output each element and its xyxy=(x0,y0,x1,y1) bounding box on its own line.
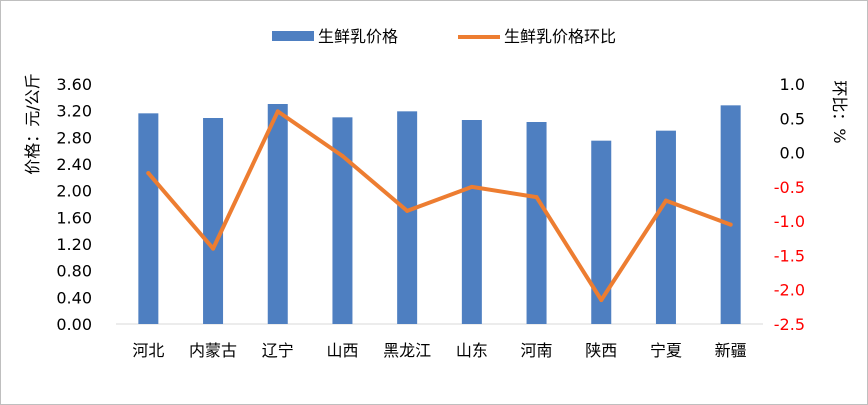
line-point xyxy=(405,208,410,213)
y-left-tick-label: 1.20 xyxy=(56,235,92,254)
y-left-tick-label: 0.80 xyxy=(56,262,92,281)
line-point xyxy=(728,222,733,227)
x-tick-label: 内蒙古 xyxy=(189,341,237,360)
y-right-tick-label: -2.5 xyxy=(774,315,805,334)
y-left-tick-label: 3.60 xyxy=(56,75,92,94)
y-axis-left-ticks: 0.00 0.40 0.80 1.20 1.60 2.00 2.40 2.80 3.20 3.60 xyxy=(56,75,92,334)
line-point xyxy=(146,171,151,176)
bar xyxy=(461,120,482,324)
x-axis-ticks: 河北 内蒙古 辽宁 山西 黑龙江 山东 河南 陕西 宁夏 新疆 xyxy=(132,341,746,360)
y-right-tick-label: 0.5 xyxy=(780,109,805,128)
line-point xyxy=(599,298,604,302)
y-right-tick-label: -0.5 xyxy=(774,178,805,197)
line-point xyxy=(469,184,474,189)
y-right-tick-label: -1.0 xyxy=(774,212,805,231)
line-point xyxy=(275,109,280,114)
x-tick-label: 河南 xyxy=(521,341,553,360)
y-axis-left-title: 价格：元/公斤 xyxy=(23,73,42,174)
x-tick-label: 陕西 xyxy=(585,341,617,360)
legend-line-label: 生鲜乳价格环比 xyxy=(504,27,616,46)
x-tick-label: 辽宁 xyxy=(262,341,294,360)
y-axis-right-ticks: 1.0 0.5 0.0 -0.5 -1.0 -1.5 -2.0 -2.5 xyxy=(774,75,805,334)
y-right-tick-label: 1.0 xyxy=(780,75,805,94)
x-tick-label: 黑龙江 xyxy=(383,341,431,360)
bar xyxy=(203,118,224,324)
bar xyxy=(138,113,159,324)
line-point xyxy=(663,198,668,203)
y-axis-right-title: 环比：% xyxy=(830,80,849,143)
bar xyxy=(591,140,612,324)
series-line xyxy=(146,109,733,302)
x-tick-label: 山西 xyxy=(326,341,358,360)
y-left-tick-label: 2.00 xyxy=(56,182,92,201)
line-point xyxy=(340,154,345,158)
y-left-tick-label: 0.00 xyxy=(56,315,92,334)
bar xyxy=(655,130,676,324)
x-tick-label: 宁夏 xyxy=(650,341,682,360)
legend: 生鲜乳价格 生鲜乳价格环比 xyxy=(272,27,616,46)
y-right-tick-label: 0.0 xyxy=(780,144,805,163)
line-series xyxy=(146,109,733,302)
y-left-tick-label: 0.40 xyxy=(56,288,92,307)
legend-bar-swatch xyxy=(272,31,314,41)
line-point xyxy=(211,246,216,251)
bar xyxy=(526,122,547,324)
y-left-tick-label: 1.60 xyxy=(56,208,92,227)
bar xyxy=(397,111,418,324)
y-left-tick-label: 3.20 xyxy=(56,102,92,121)
y-left-tick-label: 2.80 xyxy=(56,128,92,147)
line-point xyxy=(534,195,539,200)
x-tick-label: 河北 xyxy=(132,341,164,360)
x-tick-label: 新疆 xyxy=(715,341,747,360)
x-tick-label: 山东 xyxy=(456,341,488,360)
y-right-tick-label: -1.5 xyxy=(774,246,805,265)
y-left-tick-label: 2.40 xyxy=(56,155,92,174)
y-right-tick-label: -2.0 xyxy=(774,281,805,300)
bar-series xyxy=(138,104,741,324)
bar xyxy=(720,105,741,324)
bar xyxy=(267,104,288,324)
bar xyxy=(332,117,353,324)
legend-bar-label: 生鲜乳价格 xyxy=(318,27,398,46)
